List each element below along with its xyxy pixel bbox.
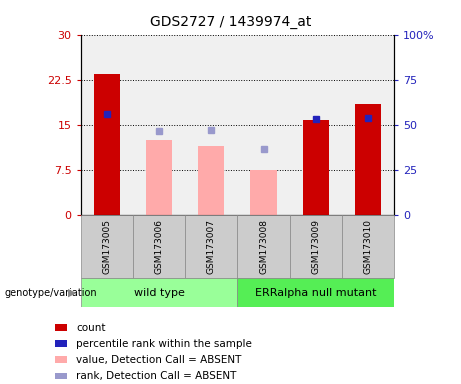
Text: GSM173005: GSM173005: [102, 219, 111, 274]
Text: GSM173006: GSM173006: [154, 219, 164, 274]
Bar: [185, 215, 237, 278]
Bar: [133, 215, 185, 278]
Text: ERRalpha null mutant: ERRalpha null mutant: [255, 288, 377, 298]
Text: value, Detection Call = ABSENT: value, Detection Call = ABSENT: [76, 355, 242, 365]
Text: genotype/variation: genotype/variation: [5, 288, 97, 298]
Text: GDS2727 / 1439974_at: GDS2727 / 1439974_at: [150, 15, 311, 29]
Bar: [146, 140, 172, 215]
Bar: [342, 215, 394, 278]
Text: count: count: [76, 323, 106, 333]
Text: rank, Detection Call = ABSENT: rank, Detection Call = ABSENT: [76, 371, 236, 381]
Bar: [250, 170, 277, 215]
Text: percentile rank within the sample: percentile rank within the sample: [76, 339, 252, 349]
Bar: [303, 120, 329, 215]
Bar: [355, 104, 381, 215]
Bar: [94, 74, 120, 215]
Text: ▶: ▶: [68, 288, 77, 298]
Bar: [81, 278, 237, 307]
Text: wild type: wild type: [134, 288, 184, 298]
Text: GSM173010: GSM173010: [364, 219, 372, 274]
Bar: [237, 215, 290, 278]
Bar: [237, 278, 394, 307]
Bar: [290, 215, 342, 278]
Bar: [81, 215, 133, 278]
Text: GSM173008: GSM173008: [259, 219, 268, 274]
Bar: [198, 146, 225, 215]
Text: GSM173009: GSM173009: [311, 219, 320, 274]
Text: GSM173007: GSM173007: [207, 219, 216, 274]
